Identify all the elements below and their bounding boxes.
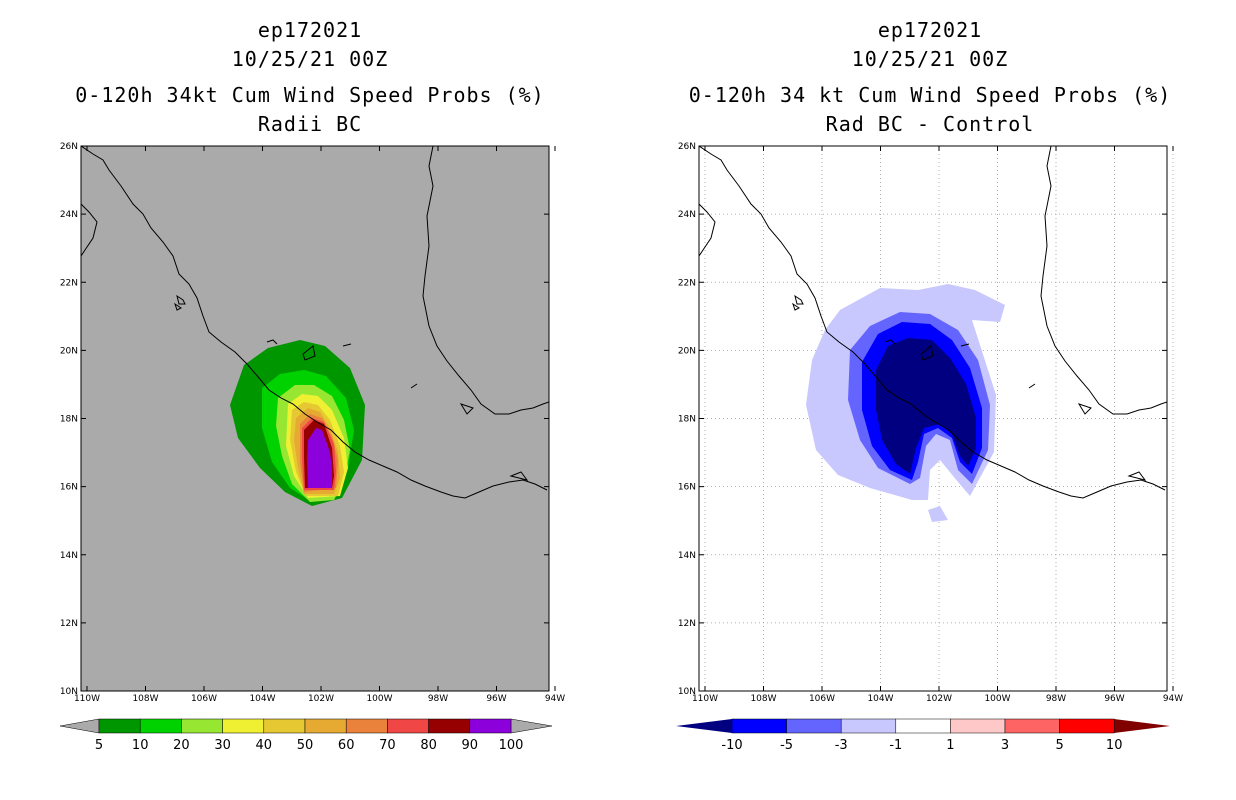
lon-label: 108W [750, 694, 776, 704]
colorbar-swatch [181, 718, 223, 734]
colorbar-label: 50 [297, 738, 314, 753]
colorbar-high-arrow [510, 718, 553, 734]
colorbar-swatch [469, 718, 512, 734]
lat-label: 16N [678, 483, 696, 493]
panel-subtitle: Radii BC [257, 112, 363, 136]
lat-label: 18N [678, 415, 696, 425]
colorbar-label: -1 [889, 738, 902, 753]
colorbar-swatch [840, 718, 897, 734]
lon-label: 106W [191, 694, 217, 704]
colorbar-label: 100 [499, 738, 524, 753]
lat-label: 22N [60, 278, 78, 288]
lon-label: 100W [366, 694, 392, 704]
lat-label: 12N [60, 619, 78, 629]
lat-label: 20N [60, 346, 78, 356]
left-panel-title: ep172021 10/25/21 00Z 0-120h 34kt Cum Wi… [20, 16, 600, 139]
lat-label: 10N [678, 687, 696, 697]
colorbar-label: 40 [256, 738, 273, 753]
colorbar-label: 10 [132, 738, 149, 753]
colorbar-swatch [263, 718, 306, 734]
product-name: 0-120h 34 kt Cum Wind Speed Probs (%) [688, 83, 1172, 107]
colorbar-label: 70 [379, 738, 396, 753]
lon-label: 98W [1046, 694, 1066, 704]
colorbar-label: -10 [721, 738, 742, 753]
left-colorbar: 5 10 20 30 40 50 60 70 80 90 100 [59, 718, 553, 753]
colorbar-low-arrow [59, 718, 100, 734]
right-panel-title: ep172021 10/25/21 00Z 0-120h 34 kt Cum W… [630, 16, 1230, 139]
colorbar-label: 90 [462, 738, 479, 753]
lon-label: 110W [692, 694, 718, 704]
lat-label: 16N [60, 483, 78, 493]
colorbar-label: 5 [95, 738, 103, 753]
lon-label: 104W [867, 694, 893, 704]
colorbar-swatch [139, 718, 182, 734]
lat-label: 12N [678, 619, 696, 629]
contour-minus-10 [876, 338, 976, 474]
colorbar-swatch [222, 718, 265, 734]
lon-label: 102W [308, 694, 334, 704]
forecast-time: 10/25/21 00Z [851, 47, 1009, 71]
colorbar-swatch [786, 718, 842, 734]
colorbar-swatch [387, 718, 429, 734]
lon-label: 96W [486, 694, 506, 704]
probability-contours [81, 146, 549, 506]
colorbar-label: 3 [1001, 738, 1009, 753]
colorbar-swatch [304, 718, 347, 734]
storm-id: ep172021 [877, 18, 983, 42]
colorbar-swatch [1059, 718, 1115, 734]
colorbar-label: 20 [173, 738, 190, 753]
colorbar-low-arrow [676, 719, 732, 733]
contour-minus-1-small [928, 506, 948, 522]
lat-label: 26N [60, 142, 78, 152]
colorbar-swatch [428, 718, 471, 734]
lat-label: 20N [678, 346, 696, 356]
difference-contours [699, 146, 1167, 522]
colorbar-label: -5 [780, 738, 793, 753]
colorbar-swatch [1004, 718, 1060, 734]
forecast-time: 10/25/21 00Z [231, 47, 389, 71]
lat-label: 14N [60, 551, 78, 561]
lat-label: 22N [678, 278, 696, 288]
lon-label: 94W [545, 694, 565, 704]
colorbar-high-arrow [1114, 719, 1170, 733]
lon-label: 94W [1163, 694, 1183, 704]
lon-label: 100W [984, 694, 1010, 704]
lon-label: 110W [74, 694, 100, 704]
colorbar-label: 60 [338, 738, 355, 753]
lat-label: 18N [60, 415, 78, 425]
lat-label: 14N [678, 551, 696, 561]
storm-id: ep172021 [257, 18, 363, 42]
colorbar-label: 10 [1106, 738, 1123, 753]
lon-label: 102W [926, 694, 952, 704]
contour-90 [307, 428, 332, 488]
lat-label: 26N [678, 142, 696, 152]
lat-label: 24N [60, 210, 78, 220]
colorbar-swatch [98, 718, 141, 734]
colorbar-swatch [345, 718, 388, 734]
lon-label: 96W [1104, 694, 1124, 704]
lon-label: 98W [428, 694, 448, 704]
colorbar-label: 5 [1055, 738, 1063, 753]
lon-label: 108W [132, 694, 158, 704]
panel-subtitle: Rad BC - Control [825, 112, 1035, 136]
lon-label: 106W [809, 694, 835, 704]
lon-label: 104W [249, 694, 275, 704]
colorbar-swatch [895, 718, 951, 734]
colorbar-swatch [731, 718, 787, 734]
lat-label: 24N [678, 210, 696, 220]
colorbar-swatch [950, 718, 1006, 734]
colorbar-label: -3 [835, 738, 848, 753]
colorbar-label: 80 [420, 738, 437, 753]
lat-label: 10N [60, 687, 78, 697]
colorbar-label: 1 [946, 738, 954, 753]
right-colorbar: -10 -5 -3 -1 1 3 5 10 [676, 718, 1170, 753]
colorbar-label: 30 [214, 738, 231, 753]
product-name: 0-120h 34kt Cum Wind Speed Probs (%) [75, 83, 545, 107]
